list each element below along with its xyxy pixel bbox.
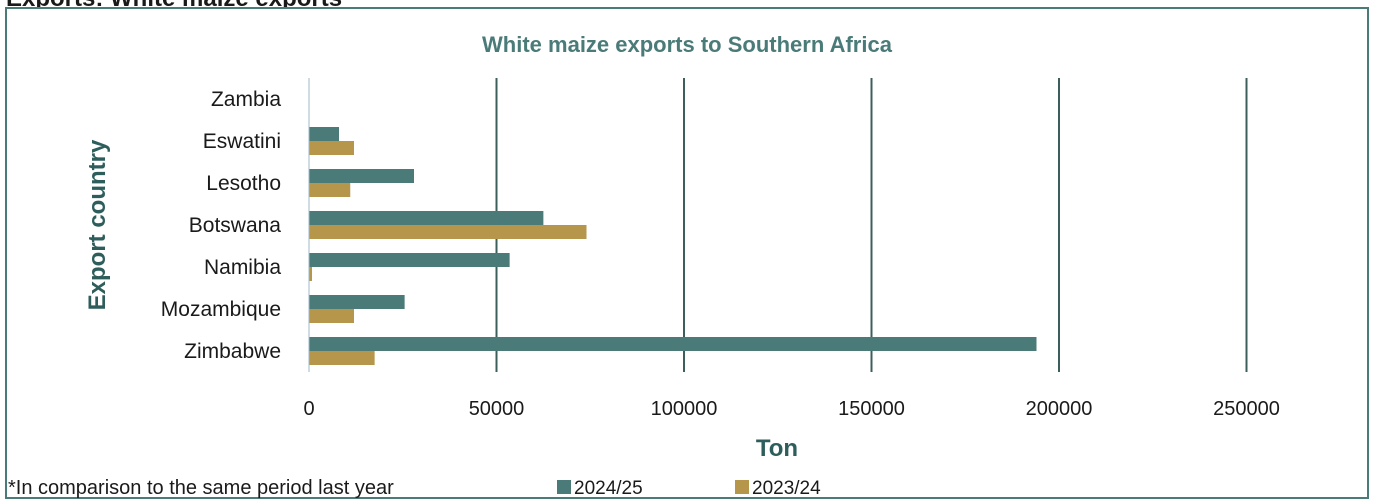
category-label: Botswana <box>189 214 282 237</box>
bar-2024-25-lesotho <box>309 169 414 183</box>
x-tick-label: 150000 <box>838 398 905 420</box>
category-label: Zambia <box>211 88 281 111</box>
bar-2024-25-mozambique <box>309 295 405 309</box>
category-label: Mozambique <box>161 298 281 321</box>
bar-2024-25-botswana <box>309 211 544 225</box>
x-tick-label: 50000 <box>469 398 525 420</box>
x-tick-label: 100000 <box>651 398 718 420</box>
bar-2023-24-eswatini <box>309 141 354 155</box>
y-axis-label: Export country <box>84 139 111 310</box>
bar-2024-25-eswatini <box>309 127 339 141</box>
bars <box>309 127 1037 365</box>
chart-title: White maize exports to Southern Africa <box>482 32 893 57</box>
x-tick-label: 200000 <box>1026 398 1093 420</box>
legend-label: 2024/25 <box>574 478 643 499</box>
chart-frame <box>5 7 1369 499</box>
x-tick-labels: 0 50000 100000 150000 200000 250000 <box>303 398 1279 420</box>
x-tick-label: 0 <box>303 398 314 420</box>
category-label: Namibia <box>204 256 281 279</box>
bar-2023-24-zimbabwe <box>309 351 375 365</box>
category-label: Lesotho <box>206 172 281 195</box>
legend: 2024/25 2023/24 <box>557 478 821 499</box>
bar-2024-25-zimbabwe <box>309 337 1037 351</box>
x-axis-label: Ton <box>756 435 798 462</box>
legend-swatch <box>735 480 749 494</box>
category-labels: Zambia Eswatini Lesotho Botswana Namibia Moza… <box>161 88 282 363</box>
bar-2023-24-lesotho <box>309 183 351 197</box>
legend-swatch <box>557 480 571 494</box>
category-label: Zimbabwe <box>184 340 281 363</box>
bar-2023-24-botswana <box>309 225 587 239</box>
footnote: *In comparison to the same period last y… <box>8 477 394 499</box>
x-tick-label: 250000 <box>1213 398 1280 420</box>
category-label: Eswatini <box>203 130 281 153</box>
bar-2024-25-namibia <box>309 253 510 267</box>
legend-label: 2023/24 <box>752 478 821 499</box>
bar-2023-24-namibia <box>309 267 312 281</box>
bar-2023-24-mozambique <box>309 309 354 323</box>
